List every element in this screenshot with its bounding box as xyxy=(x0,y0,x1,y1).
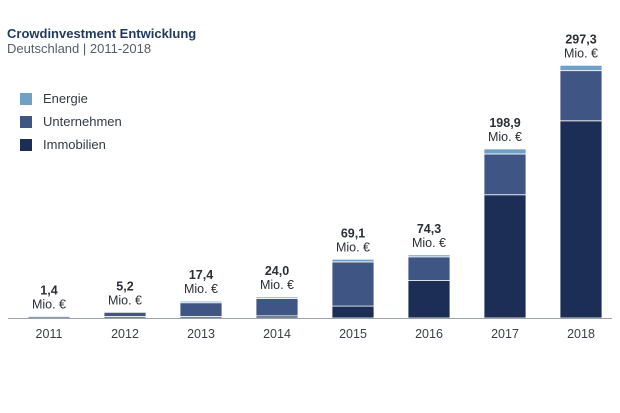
legend-label-unternehmen: Unternehmen xyxy=(43,114,122,129)
bar-unternehmen-2012 xyxy=(103,311,147,317)
bar-energie-2015 xyxy=(331,258,375,263)
bar-unternehmen-2015 xyxy=(331,261,375,307)
total-label-2012: 5,2 xyxy=(116,279,133,293)
chart-title: Crowdinvestment Entwicklung xyxy=(7,26,197,41)
legend-swatch-energie xyxy=(20,93,32,105)
bar-unternehmen-2017 xyxy=(483,153,527,196)
unit-label-2011: Mio. € xyxy=(32,298,66,312)
unit-label-2016: Mio. € xyxy=(412,236,446,250)
bar-energie-2014 xyxy=(255,296,299,299)
x-tick-2014: 2014 xyxy=(263,327,291,341)
total-label-2011: 1,4 xyxy=(40,284,57,298)
unit-label-2012: Mio. € xyxy=(108,293,142,307)
bar-unternehmen-2018 xyxy=(559,70,603,122)
bar-immobilien-2015 xyxy=(331,305,375,319)
unit-label-2014: Mio. € xyxy=(260,278,294,292)
x-tick-2016: 2016 xyxy=(415,327,443,341)
x-tick-2018: 2018 xyxy=(567,327,595,341)
unit-label-2013: Mio. € xyxy=(184,282,218,296)
bar-energie-2018 xyxy=(559,64,603,72)
total-label-2018: 297,3 xyxy=(565,32,596,46)
total-label-2013: 17,4 xyxy=(189,268,213,282)
bar-immobilien-2016 xyxy=(407,280,451,319)
x-tick-2015: 2015 xyxy=(339,327,367,341)
bar-unternehmen-2011 xyxy=(27,316,71,319)
legend-swatch-unternehmen xyxy=(20,116,32,128)
unit-label-2017: Mio. € xyxy=(488,130,522,144)
chart-subtitle: Deutschland | 2011-2018 xyxy=(7,41,152,56)
legend-label-energie: Energie xyxy=(43,91,88,106)
bar-energie-2017 xyxy=(483,148,527,155)
bar-energie-2016 xyxy=(407,254,451,258)
bar-immobilien-2018 xyxy=(559,120,603,319)
legend-swatch-immobilien xyxy=(20,139,32,151)
legend: Energie Unternehmen Immobilien xyxy=(20,91,122,152)
bars-group xyxy=(27,64,603,319)
total-label-2017: 198,9 xyxy=(489,116,520,130)
legend-label-immobilien: Immobilien xyxy=(43,137,106,152)
total-label-2016: 74,3 xyxy=(417,222,441,236)
bar-unternehmen-2016 xyxy=(407,256,451,281)
x-tick-2011: 2011 xyxy=(36,327,63,341)
bar-unternehmen-2014 xyxy=(255,298,299,317)
bar-immobilien-2017 xyxy=(483,194,527,319)
x-tick-labels-group: 2011 2012 2013 2014 2015 2016 2017 2018 xyxy=(36,327,595,341)
unit-label-2018: Mio. € xyxy=(564,46,598,60)
x-tick-2013: 2013 xyxy=(187,327,215,341)
x-tick-2012: 2012 xyxy=(111,327,139,341)
total-label-2014: 24,0 xyxy=(265,264,289,278)
x-tick-2017: 2017 xyxy=(491,327,519,341)
bar-energie-2013 xyxy=(179,300,223,304)
total-label-2015: 69,1 xyxy=(341,226,365,240)
unit-label-2015: Mio. € xyxy=(336,240,370,254)
bar-unternehmen-2013 xyxy=(179,302,223,317)
